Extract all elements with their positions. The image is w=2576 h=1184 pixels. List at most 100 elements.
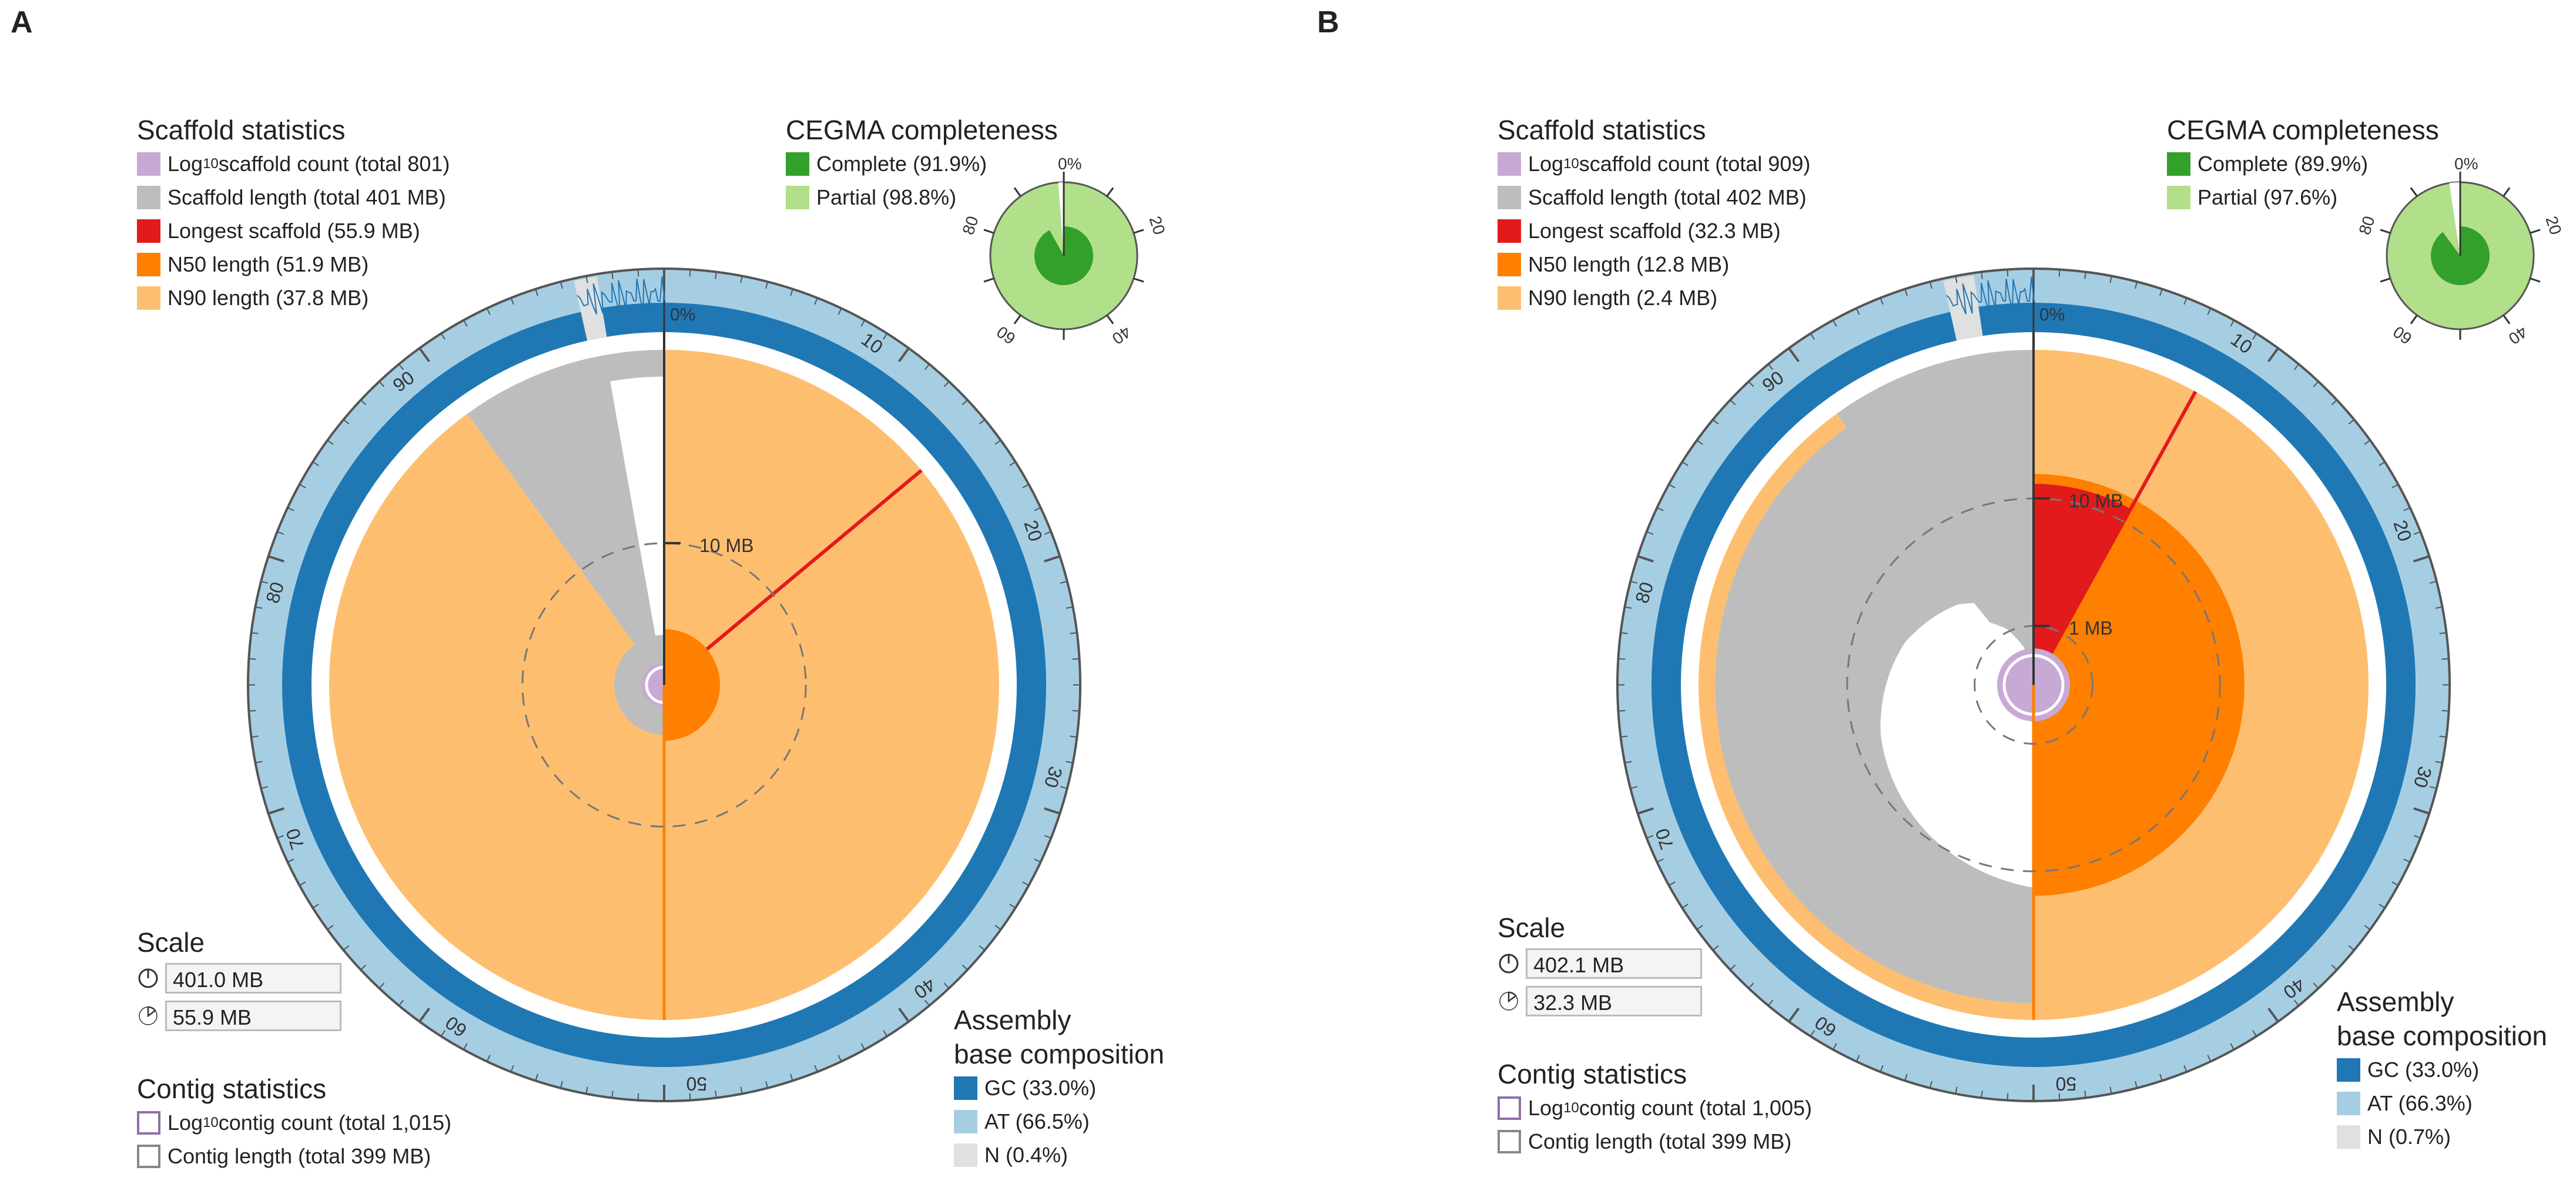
cegma-legend-title: CEGMA completeness xyxy=(786,115,1058,145)
legend-gc-label: GC (33.0%) xyxy=(984,1076,1097,1100)
scaffold-length-sector xyxy=(467,350,664,685)
cegma-tick-label: 60 xyxy=(993,322,1019,347)
percent-tick xyxy=(255,606,263,609)
legend-item-n: N (0.7%) xyxy=(2337,1120,2547,1153)
percent-tick xyxy=(860,320,865,327)
cegma-legend-title: CEGMA completeness xyxy=(2167,115,2439,145)
percent-tick xyxy=(535,289,538,296)
n-composition-segment xyxy=(574,276,607,341)
percent-tick xyxy=(2230,320,2235,327)
percent-tick xyxy=(1656,858,1664,863)
legend-item-cegma-complete: Complete (89.9%) xyxy=(2167,147,2439,180)
scale-total-value: 402.1 MB xyxy=(1526,948,1702,979)
legend-contig-log-rest: contig count (total 1,005) xyxy=(1579,1096,1813,1120)
percent-tick xyxy=(715,272,717,279)
legend-item-log-count: Log 10 scaffold count (total 909) xyxy=(1498,147,1810,180)
percent-tick xyxy=(1929,1081,1932,1089)
legend-cegma-partial-label: Partial (98.8%) xyxy=(816,185,957,209)
percent-tick xyxy=(637,1093,639,1101)
percent-tick xyxy=(740,1086,743,1094)
percent-tick xyxy=(1656,507,1664,511)
cegma-tick-label: 0% xyxy=(2454,155,2478,173)
percent-tick xyxy=(2403,858,2411,863)
cegma-missing-sector xyxy=(1058,182,1064,256)
legend-contig-log-prefix: Log xyxy=(168,1111,203,1135)
swatch-cegma-partial xyxy=(2167,185,2190,209)
percent-tick xyxy=(299,881,306,886)
percent-tick xyxy=(979,945,986,951)
swatch-contig-length xyxy=(137,1144,160,1168)
legend-item-scaffold-length: Scaffold length (total 401 MB) xyxy=(137,180,450,214)
percent-tick xyxy=(2331,399,2337,406)
legend-item-n: N (0.4%) xyxy=(954,1138,1164,1172)
legend-at-label: AT (66.5%) xyxy=(984,1109,1090,1133)
percent-tick xyxy=(838,1055,842,1062)
swatch-gc xyxy=(954,1076,977,1100)
percent-tick xyxy=(1066,761,1073,764)
percent-tick xyxy=(2435,761,2443,764)
percent-tick xyxy=(1712,419,1719,425)
gc-trace xyxy=(577,276,667,315)
legend-item-contig-count: Log 10 contig count (total 1,015) xyxy=(137,1106,451,1139)
cegma-tick xyxy=(983,229,994,234)
cegma-tick-label: 80 xyxy=(959,214,982,237)
percent-tick xyxy=(378,381,385,387)
percent-tick xyxy=(1646,531,1654,535)
swatch-longest xyxy=(1498,219,1521,243)
base-legend-title-2: base composition xyxy=(2337,1021,2547,1051)
percent-tick xyxy=(1637,555,1654,563)
cegma-legend: CEGMA completeness Complete (89.9%) Part… xyxy=(2167,113,2439,214)
legend-log-sub: 10 xyxy=(1563,156,1579,172)
percent-tick xyxy=(715,1091,717,1098)
legend-item-contig-length: Contig length (total 399 MB) xyxy=(137,1139,451,1173)
scale-longest-value: 32.3 MB xyxy=(1526,986,1702,1016)
legend-item-n90: N90 length (2.4 MB) xyxy=(1498,281,1810,315)
longest-scaffold-sector xyxy=(2034,484,2131,685)
percent-tick xyxy=(1681,461,1689,466)
scale-total-row: 402.1 MB xyxy=(1498,945,1702,982)
percent-tick xyxy=(260,786,269,790)
radius-clock-icon xyxy=(1499,991,1518,1011)
cegma-legend: CEGMA completeness Complete (91.9%) Part… xyxy=(786,113,1058,214)
legend-scaffold-length-label: Scaffold length (total 402 MB) xyxy=(1528,185,1807,209)
scale-legend: Scale 402.1 MB 32.3 MB xyxy=(1498,911,1702,1020)
percent-tick xyxy=(440,1030,445,1037)
swatch-cegma-complete xyxy=(2167,152,2190,176)
percent-tick xyxy=(2313,982,2319,989)
percent-tick xyxy=(943,381,950,387)
swatch-log-count xyxy=(137,152,160,176)
percent-tick xyxy=(611,1091,614,1098)
legend-log-rest: scaffold count (total 909) xyxy=(1579,152,1811,176)
swatch-at xyxy=(954,1109,977,1133)
percent-tick xyxy=(2159,1073,2163,1081)
percent-tick xyxy=(1767,999,1774,1006)
legend-cegma-complete-label: Complete (89.9%) xyxy=(2198,152,2369,176)
cegma-tick xyxy=(1106,315,1114,325)
percent-tick xyxy=(814,1065,818,1072)
swatch-n xyxy=(954,1143,977,1167)
legend-item-n90: N90 length (37.8 MB) xyxy=(137,281,450,315)
cegma-tick xyxy=(2380,277,2391,283)
legend-n-label: N (0.4%) xyxy=(984,1143,1068,1167)
percent-tick xyxy=(2109,276,2112,283)
percent-tick xyxy=(1060,786,1068,790)
cegma-tick-label: 80 xyxy=(2356,214,2379,237)
percent-tick xyxy=(1855,1055,1860,1062)
radius-clock-icon xyxy=(139,1006,158,1025)
percent-tick xyxy=(1624,761,1632,764)
percent-tick xyxy=(2435,606,2443,609)
cegma-tick xyxy=(2530,229,2541,234)
legend-item-log-count: Log 10 scaffold count (total 801) xyxy=(137,147,450,180)
percent-tick xyxy=(268,807,284,815)
percent-tick xyxy=(312,461,319,466)
swatch-scaffold-length xyxy=(137,185,160,209)
scale-total-row: 401.0 MB xyxy=(137,959,341,997)
cegma-tick-label: 0% xyxy=(1058,155,1081,173)
percent-tick xyxy=(1833,1043,1837,1050)
percent-tick xyxy=(994,440,1001,445)
percent-tick xyxy=(2439,632,2447,634)
percent-tick xyxy=(260,580,269,584)
cegma-tick-label: 20 xyxy=(2542,214,2565,237)
contig-legend: Contig statistics Log 10 contig count (to… xyxy=(137,1072,451,1173)
cegma-tick xyxy=(2503,315,2511,325)
